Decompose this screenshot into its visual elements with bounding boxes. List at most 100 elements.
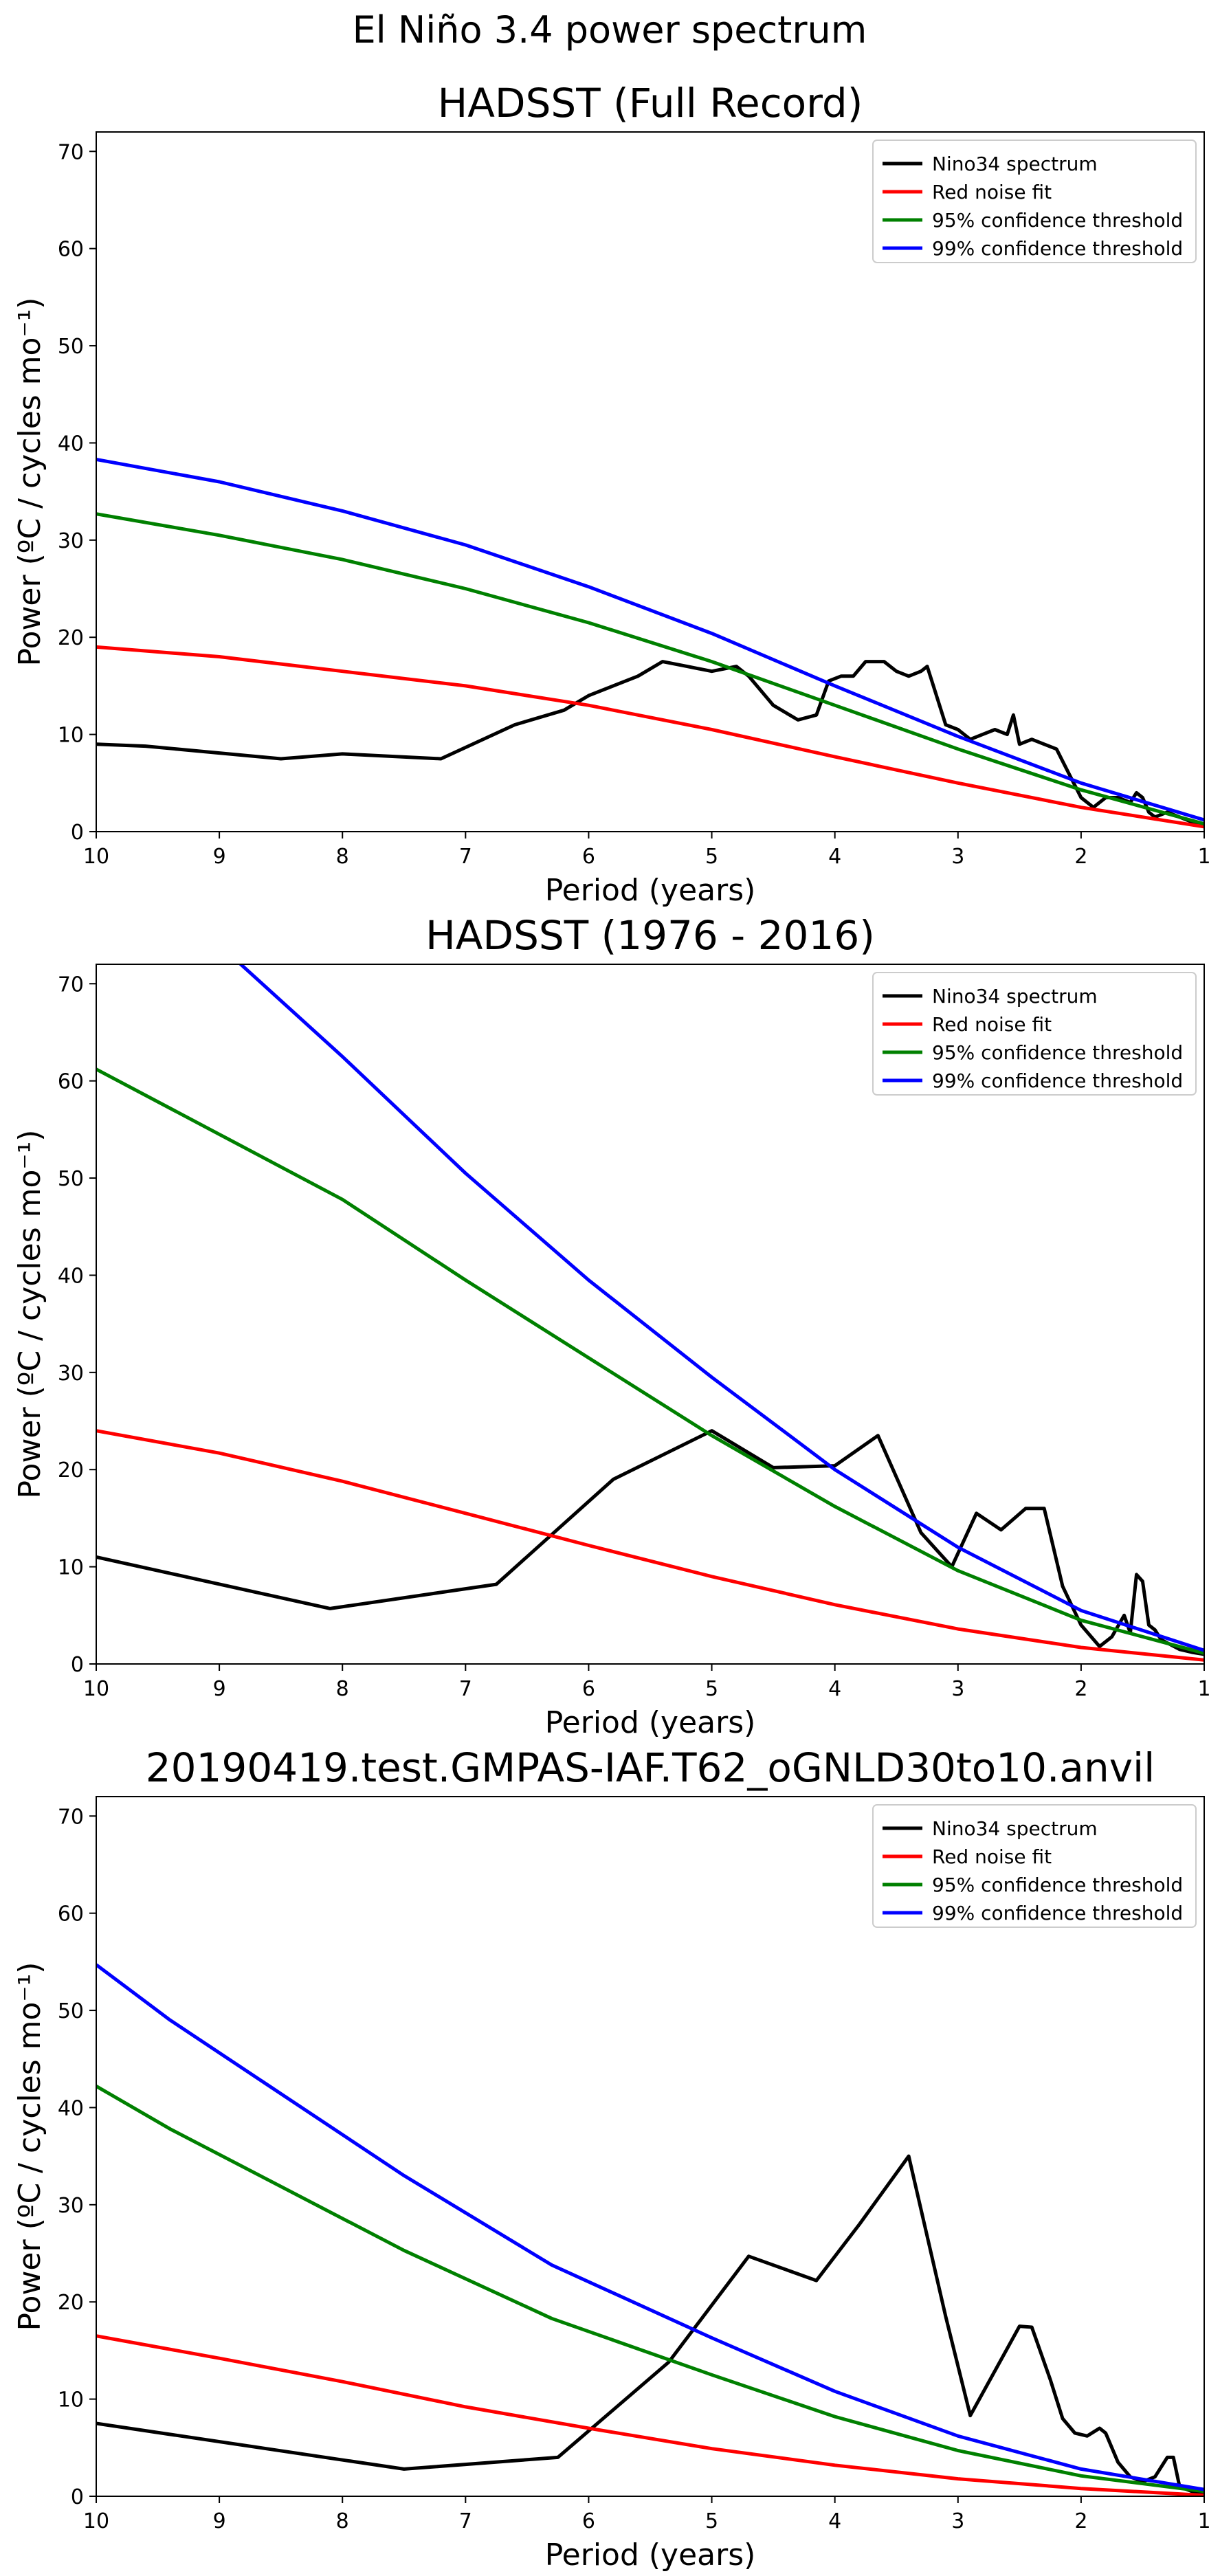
- x-tick-label: 8: [336, 1677, 349, 1701]
- x-tick-label: 6: [582, 1677, 595, 1701]
- series-line-1: [96, 1429, 1204, 1656]
- y-tick-label: 60: [58, 1070, 84, 1094]
- x-tick-label: 6: [582, 845, 595, 869]
- legend-box: [872, 1804, 1197, 1928]
- legend-entry-4: 99% confidence threshold: [932, 1902, 1183, 1924]
- x-tick-label: 3: [951, 2509, 964, 2533]
- legend-entry-1: Nino34 spectrum: [932, 1817, 1098, 1840]
- legend-entry-3: 95% confidence threshold: [932, 1874, 1183, 1896]
- y-tick-label: 40: [58, 1264, 84, 1288]
- y-tick-label: 30: [58, 529, 84, 553]
- x-tick-label: 10: [83, 2509, 109, 2533]
- legend-entry-4: 99% confidence threshold: [932, 237, 1183, 260]
- x-tick-label: 7: [459, 845, 472, 869]
- series-line-2: [96, 2334, 1204, 2496]
- x-tick-label: 4: [828, 1677, 841, 1701]
- y-tick-label: 50: [58, 1167, 84, 1191]
- legend: Nino34 spectrum Red noise fit 95% confiden…: [872, 1804, 1197, 1928]
- legend-entry-2: Red noise fit: [932, 181, 1052, 203]
- x-tick-label: 3: [951, 845, 964, 869]
- y-tick-label: 60: [58, 1902, 84, 1927]
- series-line-2: [96, 645, 1204, 829]
- plot-frame: [96, 1796, 1205, 2497]
- x-tick-label: 9: [213, 2509, 226, 2533]
- series-line-4: [238, 964, 1204, 1652]
- x-tick-label: 1: [1197, 1677, 1210, 1701]
- series-line-2: [96, 1429, 1204, 1662]
- chart-panel-2: HADSST (1976 - 2016)10 9 8 7 6 5 4 3 2 1010203040…: [12, 912, 1211, 1740]
- series-line-3: [96, 2085, 1204, 2494]
- legend-box: [872, 972, 1197, 1096]
- y-tick-label: 40: [58, 432, 84, 456]
- x-tick-label: 6: [582, 2509, 595, 2533]
- y-tick-label: 10: [58, 724, 84, 748]
- chart-title: HADSST (Full Record): [438, 80, 863, 126]
- y-axis-label: Power (ºC / cycles mo⁻¹): [12, 298, 47, 667]
- y-axis-label: Power (ºC / cycles mo⁻¹): [12, 1130, 47, 1499]
- series-line-1: [96, 2154, 1204, 2496]
- y-tick-label: 40: [58, 2096, 84, 2120]
- legend-entry-3: 95% confidence threshold: [932, 1041, 1183, 1064]
- y-tick-label: 70: [58, 1805, 84, 1829]
- chart-panel-3: 20190419.test.GMPAS-IAF.T62_oGNLD30to10.…: [12, 1744, 1211, 2573]
- x-tick-label: 4: [828, 2509, 841, 2533]
- x-tick-label: 3: [951, 1677, 964, 1701]
- y-tick-label: 0: [71, 821, 84, 845]
- series-group: [96, 1963, 1204, 2496]
- series-group: [96, 458, 1204, 829]
- series-group: [96, 964, 1204, 1662]
- plot-frame: [96, 964, 1205, 1665]
- x-tick-label: 2: [1074, 1677, 1087, 1701]
- chart-panel-1: HADSST (Full Record)10 9 8 7 6 5 4 3 2 1010203040…: [12, 80, 1211, 908]
- y-tick-label: 20: [58, 2291, 84, 2315]
- y-tick-label: 20: [58, 1458, 84, 1483]
- series-line-4: [96, 458, 1204, 822]
- x-tick-label: 2: [1074, 845, 1087, 869]
- legend-entry-1: Nino34 spectrum: [932, 985, 1098, 1008]
- y-tick-label: 60: [58, 238, 84, 262]
- y-tick-label: 70: [58, 140, 84, 164]
- y-tick-label: 20: [58, 626, 84, 650]
- legend: Nino34 spectrum Red noise fit 95% confiden…: [872, 140, 1197, 263]
- x-tick-label: 7: [459, 2509, 472, 2533]
- x-tick-label: 5: [705, 1677, 718, 1701]
- x-tick-label: 9: [213, 1677, 226, 1701]
- x-tick-label: 4: [828, 845, 841, 869]
- x-tick-label: 5: [705, 845, 718, 869]
- y-tick-label: 10: [58, 2388, 84, 2412]
- y-tick-label: 0: [71, 2485, 84, 2509]
- y-tick-label: 0: [71, 1653, 84, 1677]
- chart-title: 20190419.test.GMPAS-IAF.T62_oGNLD30to10.…: [146, 1744, 1155, 1791]
- x-axis-label: Period (years): [545, 1705, 756, 1740]
- legend-entry-2: Red noise fit: [932, 1845, 1052, 1868]
- legend-entry-4: 99% confidence threshold: [932, 1069, 1183, 1092]
- x-axis-label: Period (years): [545, 873, 756, 908]
- plot-frame: [96, 131, 1205, 832]
- y-tick-label: 10: [58, 1556, 84, 1580]
- x-tick-label: 2: [1074, 2509, 1087, 2533]
- x-tick-label: 1: [1197, 845, 1210, 869]
- legend-box: [872, 140, 1197, 263]
- series-line-3: [96, 1067, 1204, 1655]
- legend-entry-3: 95% confidence threshold: [932, 209, 1183, 232]
- x-tick-label: 7: [459, 1677, 472, 1701]
- y-tick-label: 50: [58, 335, 84, 359]
- x-tick-label: 5: [705, 2509, 718, 2533]
- series-line-3: [96, 512, 1204, 826]
- series-line-4: [96, 1963, 1204, 2491]
- x-tick-label: 1: [1197, 2509, 1210, 2533]
- x-tick-label: 8: [336, 845, 349, 869]
- legend: Nino34 spectrum Red noise fit 95% confiden…: [872, 972, 1197, 1096]
- y-axis-label: Power (ºC / cycles mo⁻¹): [12, 1962, 47, 2331]
- figure-title: El Niño 3.4 power spectrum: [353, 8, 867, 52]
- x-axis-label: Period (years): [545, 2538, 756, 2573]
- x-tick-label: 9: [213, 845, 226, 869]
- y-tick-label: 30: [58, 1362, 84, 1386]
- legend-entry-1: Nino34 spectrum: [932, 153, 1098, 175]
- y-tick-label: 70: [58, 973, 84, 997]
- chart-title: HADSST (1976 - 2016): [425, 912, 875, 959]
- x-tick-label: 10: [83, 1677, 109, 1701]
- y-tick-label: 50: [58, 1999, 84, 2023]
- y-tick-label: 30: [58, 2194, 84, 2218]
